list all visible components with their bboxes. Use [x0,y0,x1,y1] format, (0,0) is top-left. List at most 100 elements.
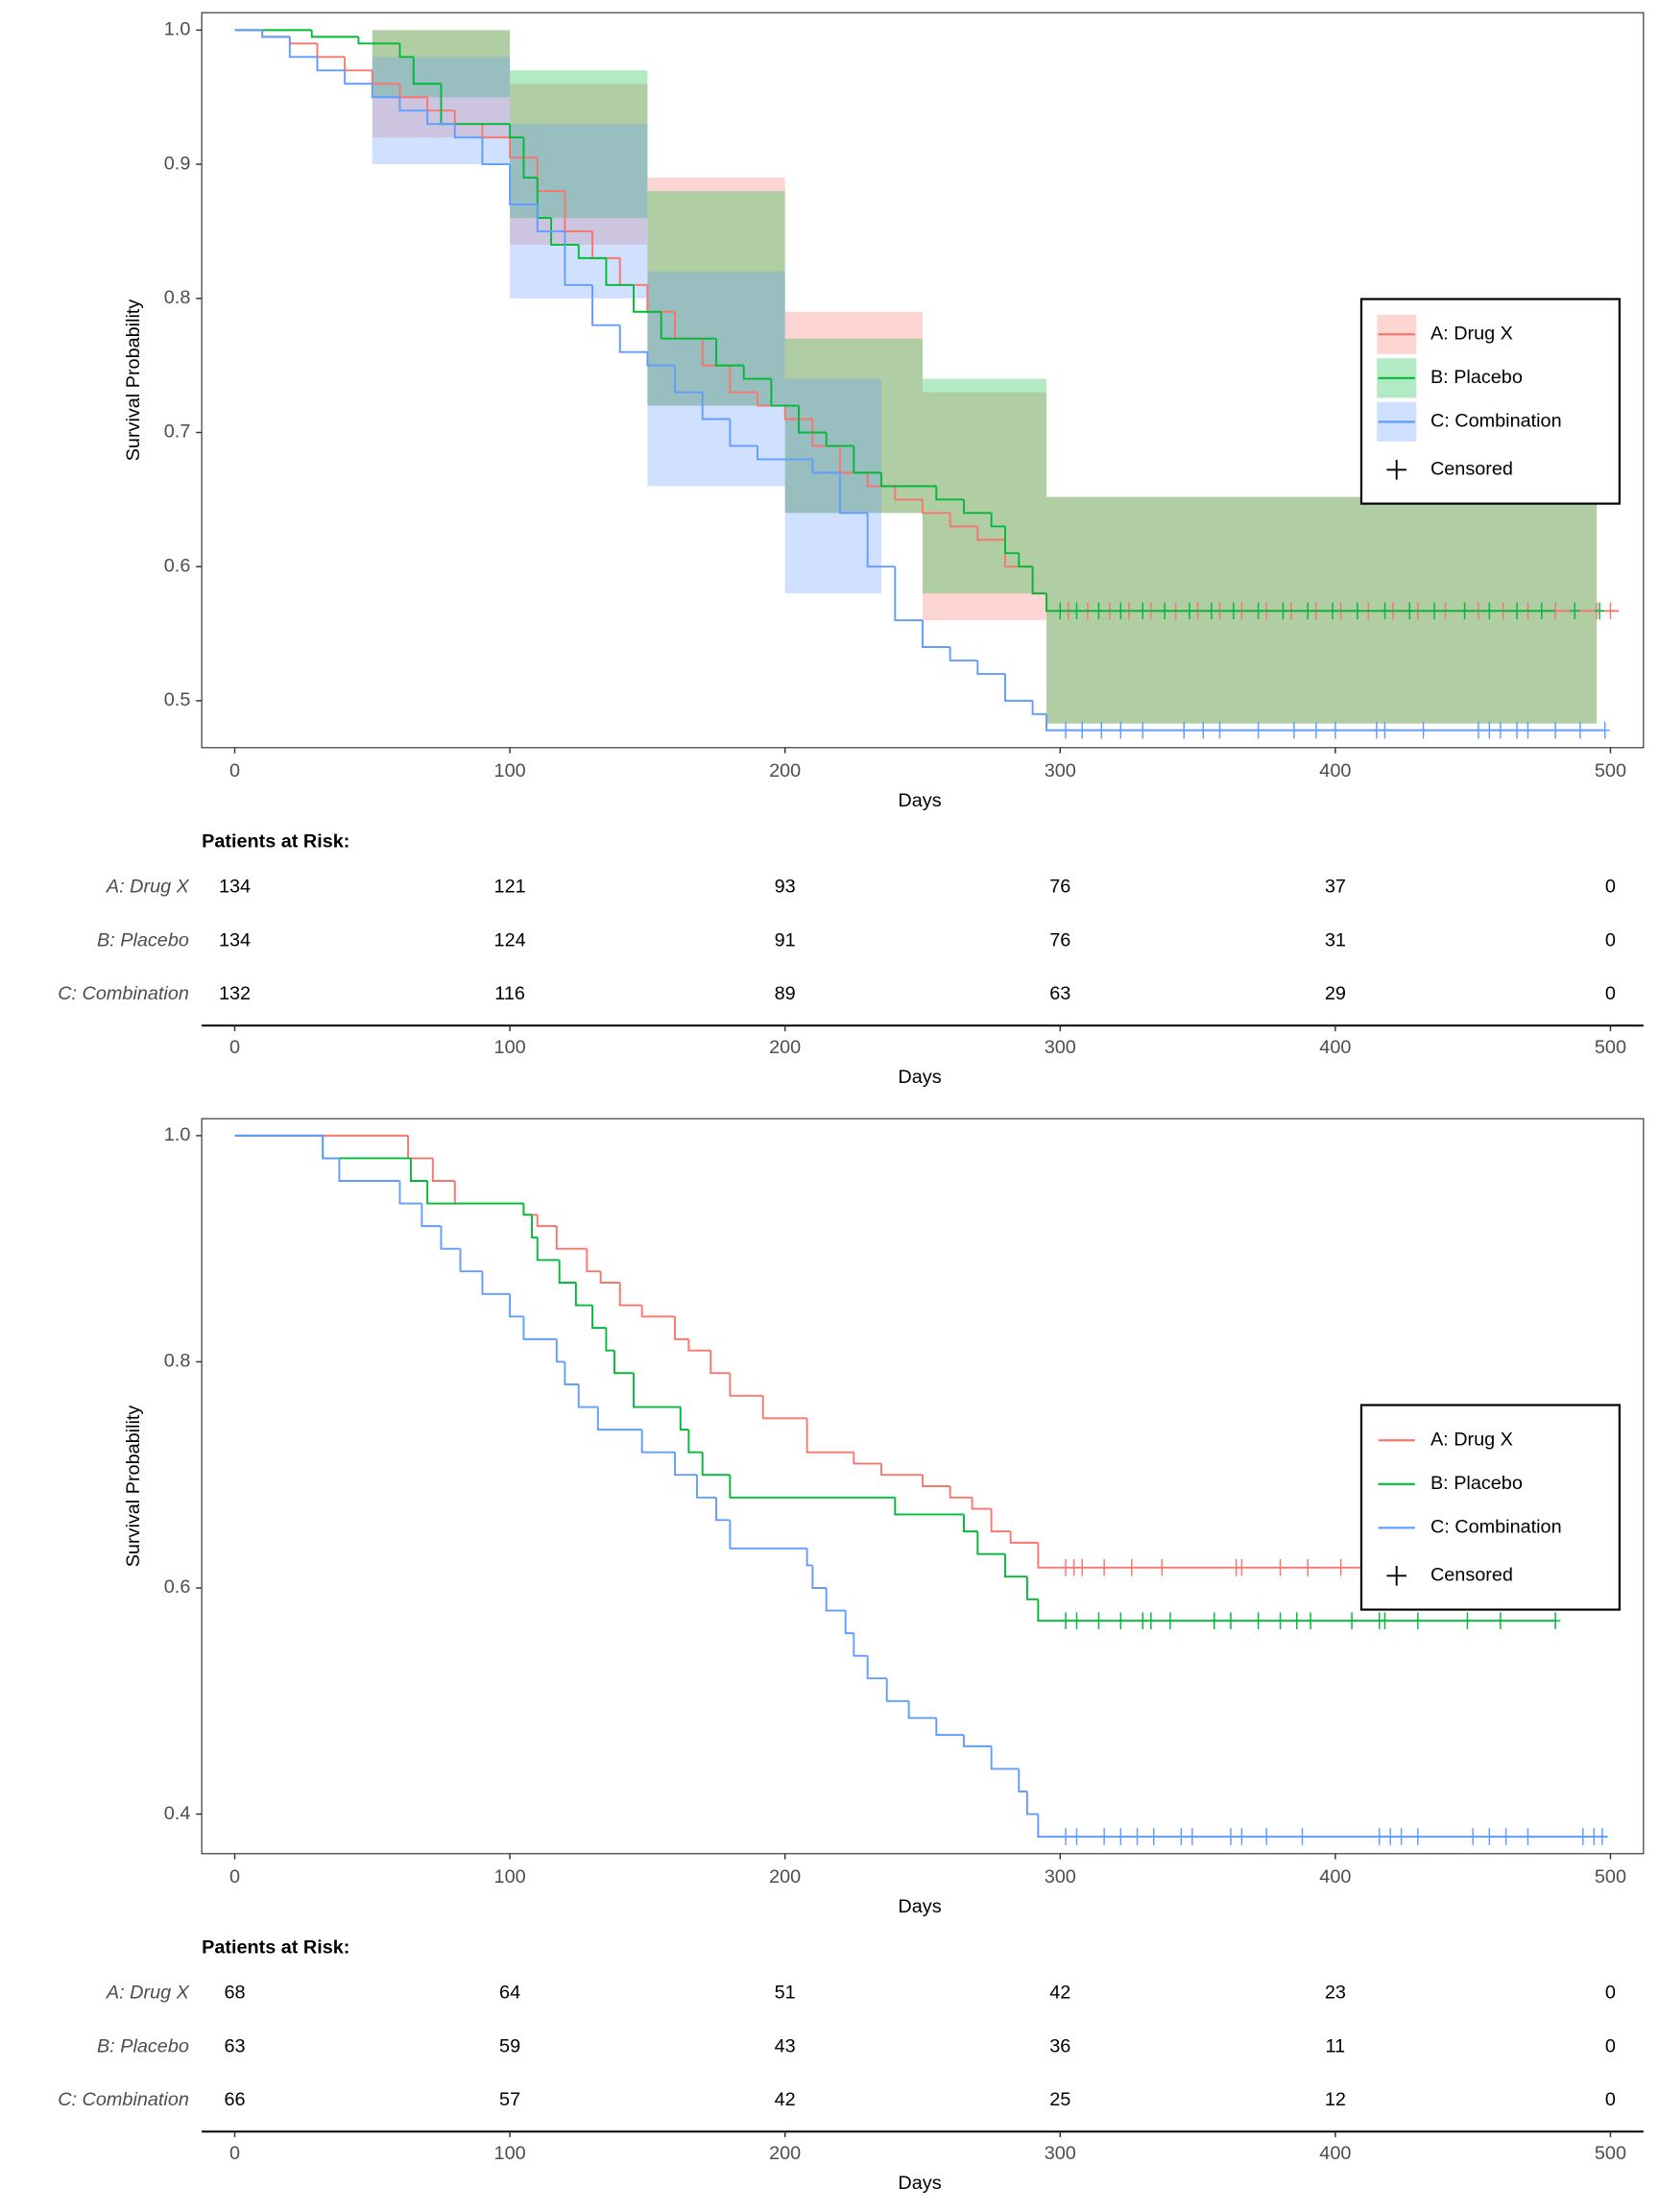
censor-mark [1352,602,1362,620]
survival-step [316,57,346,72]
survival-step [922,499,950,515]
survival-step [687,1338,711,1352]
censor-mark [1209,1612,1219,1629]
y-tick-label: 0.8 [164,287,191,308]
survival-step [398,1181,422,1205]
survival-step [522,1316,557,1340]
censor-mark [1176,1828,1187,1845]
survival-step [591,1305,607,1330]
survival-step [687,1430,703,1454]
survival-step [577,244,607,259]
survival-step [894,1497,964,1516]
censor-mark [1468,1828,1479,1845]
risk-table-title: Patients at Risk: [202,1936,349,1958]
risk-count: 59 [499,2035,520,2056]
risk-count: 0 [1605,929,1616,950]
survival-step [633,1373,681,1408]
censor-mark [1069,1558,1079,1576]
censor-mark [1071,1612,1082,1629]
survival-step [742,365,772,380]
survival-step [509,1293,524,1318]
survival-step [922,1475,950,1487]
x-tick-label: 500 [1595,1866,1626,1887]
survival-step [605,1328,615,1352]
risk-x-tick-label: 100 [494,1037,526,1058]
survival-step [618,1283,642,1307]
survival-step [344,57,373,72]
survival-step [1003,526,1020,555]
survival-step [509,137,538,159]
censor-mark [1253,1612,1263,1629]
censor-mark [1495,721,1505,739]
survival-step [310,30,359,38]
y-tick-label: 0.5 [164,689,191,710]
survival-step [990,513,1005,528]
censor-mark [1077,1558,1088,1576]
risk-count: 116 [494,983,525,1004]
risk-x-tick-label: 0 [229,2143,240,2164]
legend-label: Censored [1431,1565,1513,1586]
risk-group-label: A: Drug X [106,1982,190,2003]
legend-label: A: Drug X [1431,323,1513,344]
risk-count: 51 [775,1982,796,2003]
survival-step [398,97,428,112]
risk-count: 0 [1605,876,1616,897]
survival-step [431,1158,455,1182]
risk-count: 0 [1605,1982,1616,2003]
y-tick-label: 0.7 [164,421,191,443]
survival-step [853,1633,868,1657]
risk-count: 121 [494,876,526,897]
survival-step [729,365,758,394]
survival-step [715,1497,731,1522]
censor-mark [1237,1828,1247,1845]
censor-mark [1060,721,1071,739]
survival-step [853,1452,881,1465]
survival-step [971,1497,992,1510]
survival-step [409,1158,428,1182]
censor-mark [1385,1828,1396,1845]
survival-step [288,36,318,45]
survival-step [509,124,524,139]
censor-mark [1523,1828,1533,1845]
risk-count: 134 [219,876,251,897]
survival-step [591,284,620,326]
legend-label: B: Placebo [1431,1473,1523,1494]
confidence-band [510,84,648,245]
survival-step [453,1181,524,1205]
censor-mark [1165,1612,1176,1629]
censor-mark [1605,602,1616,620]
survival-step [440,1226,461,1250]
risk-count: 23 [1325,1982,1346,2003]
censor-mark [1237,1558,1247,1576]
y-axis-title: Survival Probability [123,300,144,462]
censor-mark [1187,1828,1197,1845]
confidence-band [647,178,785,406]
censor-mark [1327,602,1338,620]
censor-mark [1157,1558,1167,1576]
risk-count: 31 [1325,929,1346,950]
survival-step [922,620,950,648]
survival-step [949,647,978,661]
survival-step [509,164,538,205]
survival-step [715,338,744,367]
survival-step [322,1135,411,1160]
risk-x-tick-label: 500 [1595,1037,1626,1058]
survival-step [536,1237,560,1262]
survival-step [398,43,414,59]
risk-count: 57 [499,2089,520,2110]
survival-step [825,1588,846,1612]
survival-step [558,1260,576,1284]
censor-mark [1278,602,1288,620]
survival-step [1031,700,1046,715]
x-tick-label: 400 [1319,760,1351,781]
risk-x-axis-title: Days [898,2173,941,2194]
censor-mark [1550,721,1561,739]
survival-step [613,1350,635,1375]
legend-censor [1386,460,1407,480]
censor-mark [1380,721,1390,739]
survival-step [701,1452,731,1477]
y-tick-label: 1.0 [164,1124,191,1145]
censor-mark [1599,721,1610,739]
survival-step [894,486,923,501]
censor-mark [1116,721,1126,739]
